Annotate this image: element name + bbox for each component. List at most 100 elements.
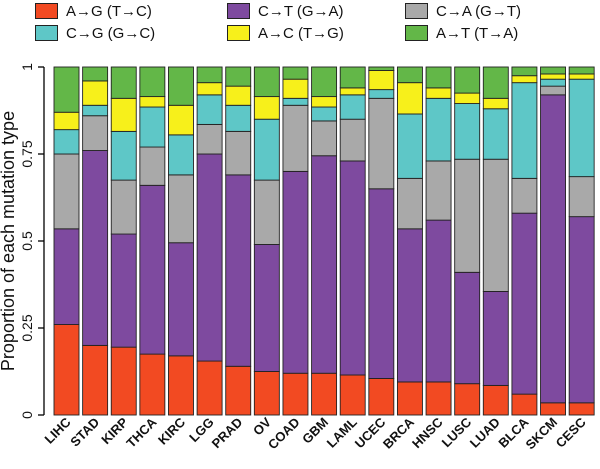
x-tick-label: LUAD <box>467 415 503 451</box>
bar-segment-skcm-4 <box>540 73 566 80</box>
bar-segment-stad-4 <box>82 80 109 106</box>
bar-segment-kirp-0 <box>110 346 137 416</box>
bar-segment-blca-5 <box>511 66 538 77</box>
bar-segment-brca-4 <box>396 82 423 115</box>
bar-segment-skcm-5 <box>540 66 566 75</box>
x-tick-label: KIRC <box>155 414 189 448</box>
bar-segment-laml-0 <box>339 374 366 416</box>
y-tick-label: 0.5 <box>19 231 35 251</box>
bar-segment-kirc-0 <box>168 355 194 416</box>
bar-segment-lgg-0 <box>196 360 223 416</box>
legend-swatch-c-to-t <box>227 3 250 19</box>
bar-segment-lgg-4 <box>196 82 223 96</box>
bar-segment-stad-0 <box>82 344 109 416</box>
bar-segment-coad-0 <box>282 372 309 416</box>
bar-segment-ucec-3 <box>368 89 395 99</box>
bar-segment-lihc-5 <box>53 66 80 113</box>
legend-swatch-c-to-a <box>405 3 428 19</box>
x-tick-label: SKCM <box>522 415 560 453</box>
bar-segment-kirc-3 <box>168 134 194 176</box>
legend-swatch-a-to-c <box>227 25 250 41</box>
legend-label-a-to-t: A→T (T→A) <box>436 24 519 42</box>
bar-segment-luad-2 <box>482 158 509 292</box>
bar-segment-stad-2 <box>82 115 109 151</box>
bar-segment-hnsc-4 <box>425 87 452 99</box>
bar-segment-coad-1 <box>282 170 309 374</box>
x-tick-label: CESC <box>553 414 590 451</box>
bar-segment-stad-1 <box>82 150 109 346</box>
bar-segment-ucec-2 <box>368 97 395 190</box>
bar-segment-lusc-1 <box>454 271 481 385</box>
bar-segment-luad-0 <box>482 384 509 416</box>
bar-segment-prad-1 <box>225 174 252 367</box>
bar-segment-lihc-0 <box>53 324 80 416</box>
bar-segment-thca-1 <box>139 184 166 355</box>
bar-segment-ucec-1 <box>368 188 395 379</box>
bar-segment-brca-5 <box>396 66 423 84</box>
bar-segment-brca-0 <box>396 381 423 416</box>
x-tick-label: HNSC <box>409 414 446 451</box>
bar-segment-ucec-0 <box>368 378 395 416</box>
y-tick-label: 0.25 <box>19 314 35 341</box>
bar-segment-gbm-2 <box>311 120 338 157</box>
bar-segment-cesc-1 <box>568 216 595 404</box>
bar-segment-ov-2 <box>253 179 280 245</box>
y-tick-label: 0 <box>19 411 35 419</box>
y-axis-title: Proportion of each mutation type <box>0 111 18 371</box>
legend-item-c-to-a: C→A (G→T) <box>405 1 521 21</box>
bar-segment-hnsc-0 <box>425 381 452 416</box>
bar-segment-stad-5 <box>82 66 109 82</box>
bar-segment-kirp-4 <box>110 97 137 132</box>
bar-segment-cesc-3 <box>568 78 595 178</box>
legend-label-a-to-c: A→C (T→G) <box>258 24 344 42</box>
bar-segment-prad-5 <box>225 66 252 87</box>
bar-segment-kirp-2 <box>110 179 137 235</box>
bar-segment-thca-4 <box>139 96 166 108</box>
bar-segment-coad-5 <box>282 66 309 80</box>
bar-segment-gbm-0 <box>311 372 338 416</box>
bar-segment-ucec-5 <box>368 66 395 71</box>
bar-segment-lusc-5 <box>454 66 481 94</box>
chart-legend: A→G (T→C) C→T (G→A) C→A (G→T) C→G (G→C) … <box>0 0 600 60</box>
bar-segment-blca-1 <box>511 212 538 395</box>
legend-swatch-a-to-g <box>35 3 58 19</box>
bar-segment-lgg-1 <box>196 153 223 362</box>
legend-item-c-to-t: C→T (G→A) <box>227 1 344 21</box>
legend-label-c-to-g: C→G (G→C) <box>66 24 156 42</box>
bar-segment-ov-3 <box>253 118 280 181</box>
bar-segment-brca-1 <box>396 228 423 383</box>
bar-segment-lgg-3 <box>196 94 223 125</box>
bar-segment-laml-2 <box>339 118 366 162</box>
bar-segment-skcm-2 <box>540 85 566 96</box>
x-tick-label: LUSC <box>439 414 475 450</box>
bar-segment-skcm-0 <box>540 402 566 416</box>
bar-segment-prad-3 <box>225 104 252 132</box>
x-tick-label: THCA <box>123 414 160 451</box>
bar-segment-kirc-2 <box>168 174 194 244</box>
bar-segment-gbm-1 <box>311 155 338 374</box>
bar-segment-cesc-2 <box>568 176 595 218</box>
bar-segment-thca-0 <box>139 353 166 416</box>
bar-segment-hnsc-1 <box>425 219 452 383</box>
bar-segment-prad-4 <box>225 85 252 106</box>
bar-segment-lgg-2 <box>196 123 223 155</box>
bar-segment-blca-4 <box>511 75 538 84</box>
bar-segment-lusc-4 <box>454 92 481 104</box>
y-tick-label: 0.75 <box>19 140 35 167</box>
bar-segment-luad-3 <box>482 108 509 160</box>
bar-segment-luad-1 <box>482 291 509 386</box>
legend-item-c-to-g: C→G (G→C) <box>35 23 155 43</box>
bar-segment-lihc-1 <box>53 228 80 325</box>
bar-segment-luad-4 <box>482 97 509 110</box>
bar-segment-cesc-0 <box>568 402 595 416</box>
bar-segment-brca-2 <box>396 177 423 230</box>
bar-segment-gbm-5 <box>311 66 338 98</box>
legend-item-a-to-t: A→T (T→A) <box>405 23 518 43</box>
legend-item-a-to-g: A→G (T→C) <box>35 1 152 21</box>
x-tick-label: PRAD <box>209 415 246 452</box>
bar-segment-lgg-5 <box>196 66 223 84</box>
x-tick-label: LAML <box>324 414 360 450</box>
bar-segment-blca-3 <box>511 82 538 179</box>
bar-segment-coad-3 <box>282 97 309 106</box>
